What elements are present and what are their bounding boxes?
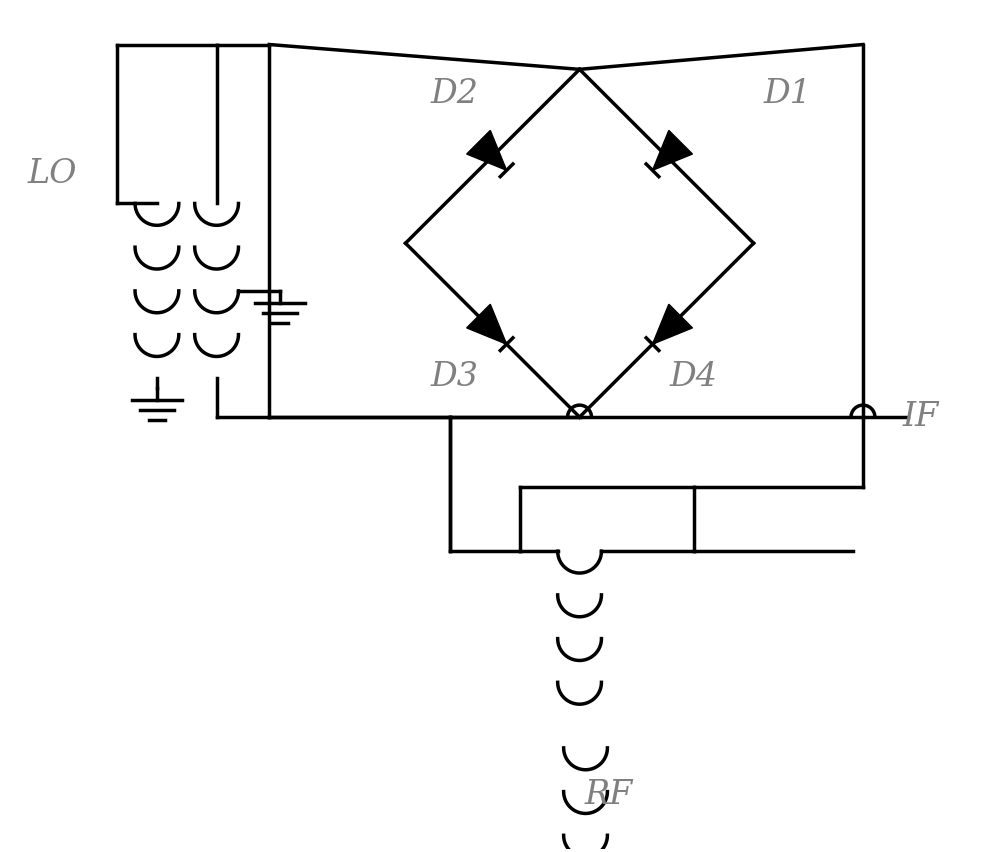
Text: RF: RF <box>585 779 633 810</box>
Polygon shape <box>653 304 692 344</box>
Text: D2: D2 <box>430 78 478 110</box>
Text: LO: LO <box>28 158 77 190</box>
Polygon shape <box>653 130 692 170</box>
Text: D4: D4 <box>669 361 717 394</box>
Text: D1: D1 <box>764 78 812 110</box>
Polygon shape <box>467 130 507 170</box>
Text: D3: D3 <box>430 361 478 394</box>
Polygon shape <box>467 304 507 344</box>
Text: IF: IF <box>903 401 939 433</box>
